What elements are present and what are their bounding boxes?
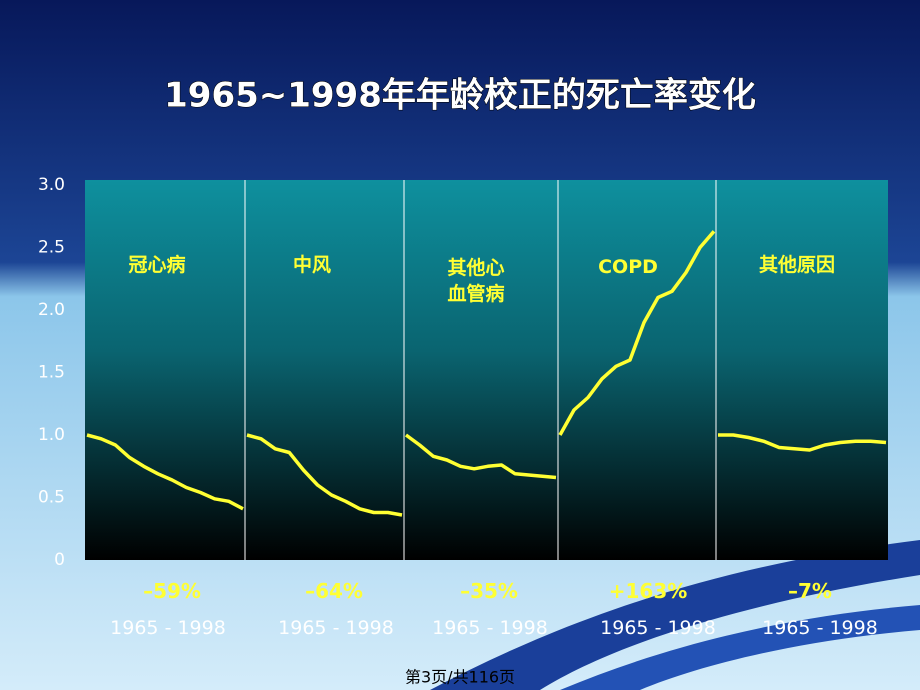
y-tick-label: 2.5 <box>38 238 65 258</box>
series-line <box>86 433 244 511</box>
swoosh <box>560 605 920 690</box>
y-tick-label: 2.0 <box>38 300 65 320</box>
change-label: –59% <box>143 579 201 603</box>
y-tick-label: 1.5 <box>38 363 65 383</box>
change-label: –64% <box>305 579 363 603</box>
series-line <box>558 230 716 436</box>
change-label: +163% <box>608 579 688 603</box>
panel-name: 其他心血管病 <box>447 257 505 305</box>
period-label: 1965 - 1998 <box>600 617 716 639</box>
page-footer: 第3页/共116页 <box>405 668 515 687</box>
period-label: 1965 - 1998 <box>762 617 878 639</box>
series-line <box>246 433 403 517</box>
series-line <box>718 433 887 452</box>
panel-name: 冠心病 <box>128 254 186 276</box>
period-label: 1965 - 1998 <box>110 617 226 639</box>
change-label: –7% <box>788 579 832 603</box>
panel-name: COPD <box>598 256 658 278</box>
y-tick-label: 0 <box>54 550 65 570</box>
y-tick-label: 1.0 <box>38 425 65 445</box>
y-tick-label: 0.5 <box>38 488 65 508</box>
plot-area <box>85 180 888 560</box>
series-line <box>404 433 557 480</box>
panel-name: 中风 <box>292 254 332 276</box>
panel-name: 其他原因 <box>758 254 836 276</box>
chart-title: 1965~1998年年龄校正的死亡率变化 <box>164 76 756 116</box>
period-label: 1965 - 1998 <box>432 617 548 639</box>
y-tick-label: 3.0 <box>38 175 65 195</box>
period-label: 1965 - 1998 <box>278 617 394 639</box>
change-label: –35% <box>460 579 518 603</box>
swoosh <box>430 540 920 690</box>
